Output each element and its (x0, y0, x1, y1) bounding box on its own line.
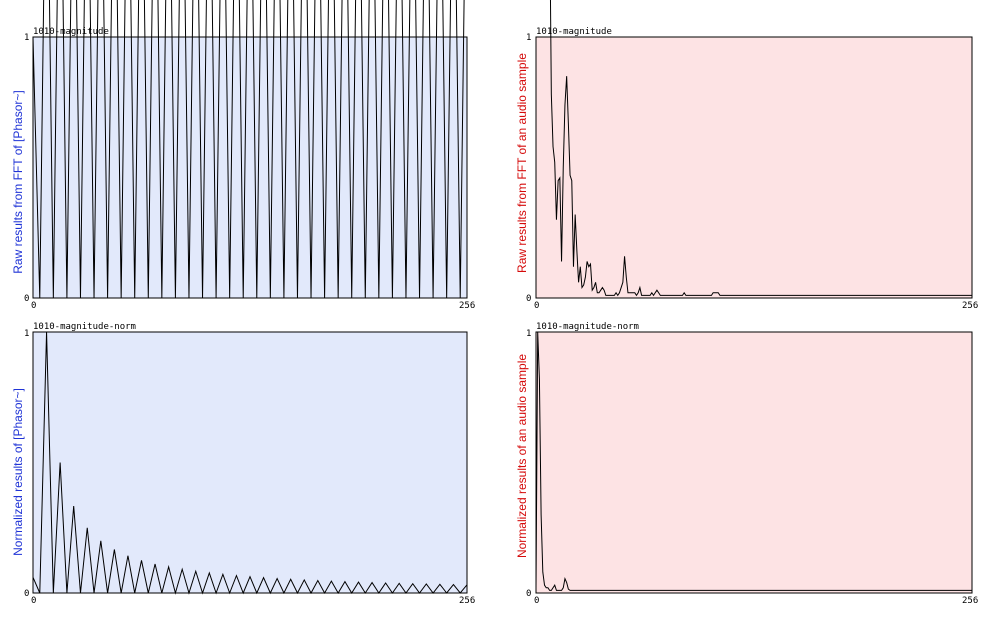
plot-area (32, 36, 468, 299)
y-tick-bottom: 0 (526, 294, 531, 304)
side-label: Raw results from FFT of [Phasor~] (11, 90, 25, 274)
y-tick-top: 1 (526, 33, 531, 43)
array-name: 1010-magnitude (33, 27, 109, 37)
array-name: 1010-magnitude-norm (33, 322, 136, 332)
series-layer (549, 0, 972, 297)
side-label: Normalized results of an audio sample (515, 354, 529, 558)
chart-panel: 1010-magnitude 1 0 0 256 Raw results fro… (515, 0, 978, 311)
y-tick-top: 1 (24, 329, 29, 339)
x-tick-left: 0 (534, 301, 539, 311)
y-tick-top: 1 (24, 33, 29, 43)
plot-area (535, 36, 973, 299)
y-tick-bottom: 0 (24, 589, 29, 599)
x-tick-right: 256 (459, 596, 475, 606)
x-tick-left: 0 (31, 596, 36, 606)
array-name: 1010-magnitude-norm (536, 322, 639, 332)
side-label: Raw results from FFT of an audio sample (515, 53, 529, 273)
series-line (535, 331, 972, 591)
chart-panel: 1010-magnitude 1 0 0 256 Raw results fro… (11, 0, 475, 311)
series-line (549, 0, 972, 297)
x-tick-right: 256 (962, 301, 978, 311)
series-line (32, 331, 468, 595)
chart-panel: 1010-magnitude-norm 1 0 0 256 Normalized… (11, 322, 475, 606)
x-tick-left: 0 (534, 596, 539, 606)
series-layer (32, 0, 465, 299)
plot-area (32, 331, 468, 594)
x-tick-left: 0 (31, 301, 36, 311)
series-layer (32, 331, 468, 595)
chart-panel: 1010-magnitude-norm 1 0 0 256 Normalized… (515, 322, 978, 606)
y-tick-bottom: 0 (24, 294, 29, 304)
x-tick-right: 256 (962, 596, 978, 606)
array-name: 1010-magnitude (536, 27, 612, 37)
y-tick-top: 1 (526, 329, 531, 339)
plot-area (535, 331, 973, 594)
x-tick-right: 256 (459, 301, 475, 311)
y-tick-bottom: 0 (526, 589, 531, 599)
side-label: Normalized results of [Phasor~] (11, 388, 25, 556)
series-line (32, 0, 465, 299)
series-layer (535, 331, 972, 591)
